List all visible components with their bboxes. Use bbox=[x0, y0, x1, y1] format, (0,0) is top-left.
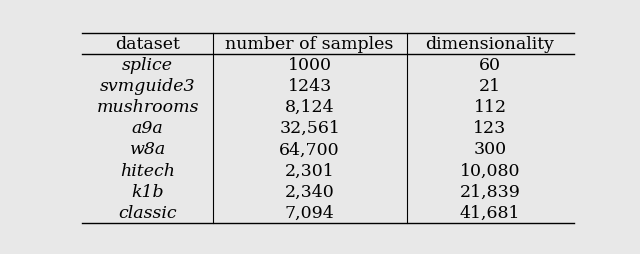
Text: 60: 60 bbox=[479, 57, 501, 73]
Text: 64,700: 64,700 bbox=[279, 141, 340, 158]
Text: 21,839: 21,839 bbox=[460, 183, 520, 200]
Text: dimensionality: dimensionality bbox=[426, 36, 554, 52]
Text: 2,301: 2,301 bbox=[285, 162, 335, 179]
Text: w8a: w8a bbox=[129, 141, 166, 158]
Text: classic: classic bbox=[118, 204, 177, 221]
Text: k1b: k1b bbox=[131, 183, 164, 200]
Text: 112: 112 bbox=[474, 99, 507, 116]
Text: number of samples: number of samples bbox=[225, 36, 394, 52]
Text: 41,681: 41,681 bbox=[460, 204, 520, 221]
Text: mushrooms: mushrooms bbox=[96, 99, 199, 116]
Text: hitech: hitech bbox=[120, 162, 175, 179]
Text: 1243: 1243 bbox=[287, 78, 332, 94]
Text: svmguide3: svmguide3 bbox=[100, 78, 195, 94]
Text: 32,561: 32,561 bbox=[279, 120, 340, 137]
Text: 300: 300 bbox=[474, 141, 507, 158]
Text: splice: splice bbox=[122, 57, 173, 73]
Text: 2,340: 2,340 bbox=[285, 183, 335, 200]
Text: dataset: dataset bbox=[115, 36, 180, 52]
Text: 10,080: 10,080 bbox=[460, 162, 520, 179]
Text: 21: 21 bbox=[479, 78, 501, 94]
Text: 8,124: 8,124 bbox=[285, 99, 334, 116]
Text: 1000: 1000 bbox=[287, 57, 332, 73]
Text: a9a: a9a bbox=[132, 120, 163, 137]
Text: 123: 123 bbox=[474, 120, 507, 137]
Text: 7,094: 7,094 bbox=[285, 204, 335, 221]
